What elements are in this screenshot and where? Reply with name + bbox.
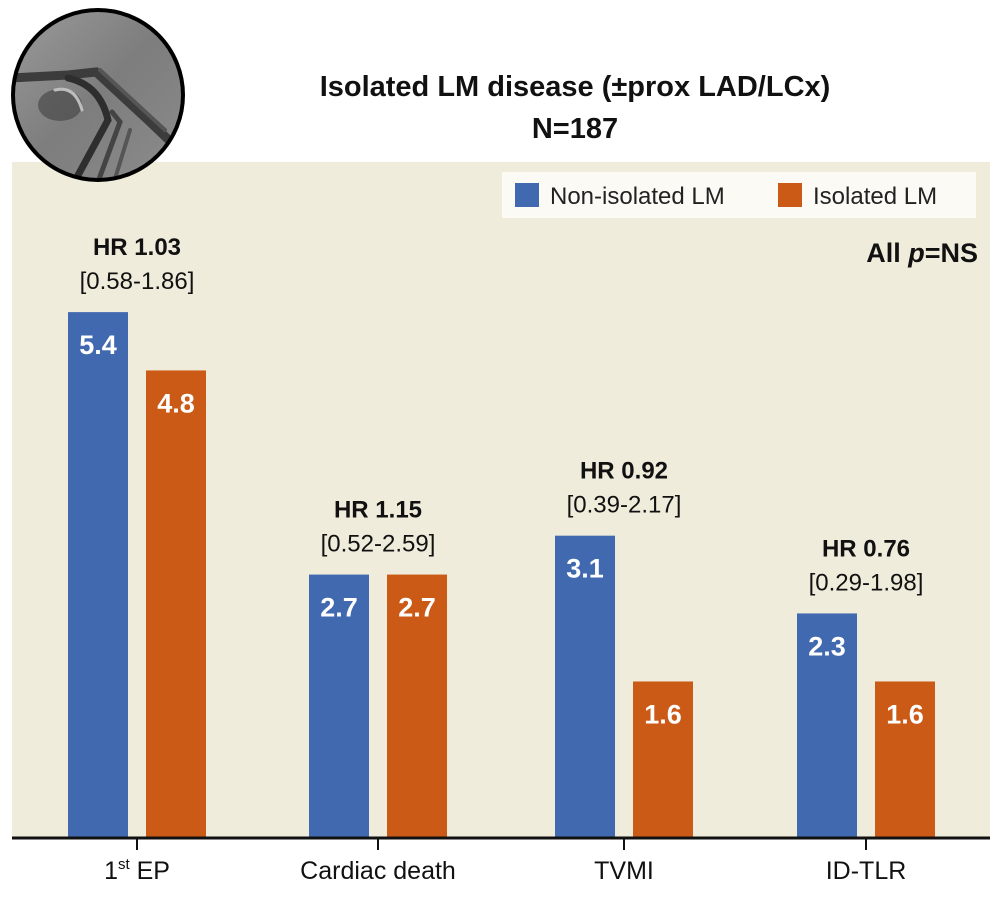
x-axis: 1st EP Cardiac death TVMI ID-TLR: [104, 838, 906, 885]
bar-isolated-lm-0: [146, 370, 206, 837]
bar-value-label: 1.6: [644, 699, 682, 729]
confidence-interval-label: [0.39-2.17]: [567, 492, 682, 519]
hazard-ratio-label: HR 0.76: [822, 535, 910, 562]
x-tick-label: TVMI: [594, 857, 654, 885]
legend-label-isolated-lm: Isolated LM: [813, 183, 937, 210]
bar-value-label: 5.4: [79, 330, 117, 360]
bar-value-label: 2.3: [808, 631, 846, 661]
bar-value-label: 4.8: [157, 388, 195, 418]
legend-swatch-isolated-lm: [778, 183, 802, 207]
angiography-image-icon: [11, 8, 185, 182]
hazard-ratio-label: HR 1.03: [93, 234, 181, 261]
confidence-interval-label: [0.52-2.59]: [321, 531, 436, 558]
bar-non-isolated-lm-0: [68, 312, 128, 837]
bar-non-isolated-lm-3: [797, 613, 857, 837]
chart-subtitle: N=187: [532, 113, 618, 145]
x-tick-label: 1st EP: [104, 856, 170, 885]
legend-box: [502, 172, 976, 218]
x-tick-label: ID-TLR: [826, 857, 907, 885]
hazard-ratio-label: HR 0.92: [580, 458, 668, 485]
bar-isolated-lm-1: [387, 574, 447, 837]
legend-label-non-isolated-lm: Non-isolated LM: [550, 183, 725, 210]
bar-value-label: 2.7: [320, 593, 358, 623]
bar-value-label: 1.6: [886, 699, 924, 729]
legend-swatch-non-isolated-lm: [515, 183, 539, 207]
bar-isolated-lm-3: [875, 681, 935, 837]
hazard-ratio-label: HR 1.15: [334, 497, 422, 524]
legend: Non-isolated LM Isolated LM: [502, 172, 976, 218]
bar-isolated-lm-2: [633, 681, 693, 837]
x-tick-label: Cardiac death: [300, 857, 456, 885]
chart-title: Isolated LM disease (±prox LAD/LCx): [320, 71, 831, 103]
p-value-annotation: All p=NS: [866, 238, 978, 268]
bar-non-isolated-lm-1: [309, 574, 369, 837]
bars-layer: 5.4 4.8 HR 1.03 [0.58-1.86] 2.7 2.7 HR 1.15 [0.…: [68, 234, 935, 837]
confidence-interval-label: [0.58-1.86]: [80, 268, 195, 295]
bar-value-label: 2.7: [398, 593, 436, 623]
confidence-interval-label: [0.29-1.98]: [809, 569, 924, 596]
bar-non-isolated-lm-2: [555, 535, 615, 837]
bar-value-label: 3.1: [566, 554, 604, 584]
